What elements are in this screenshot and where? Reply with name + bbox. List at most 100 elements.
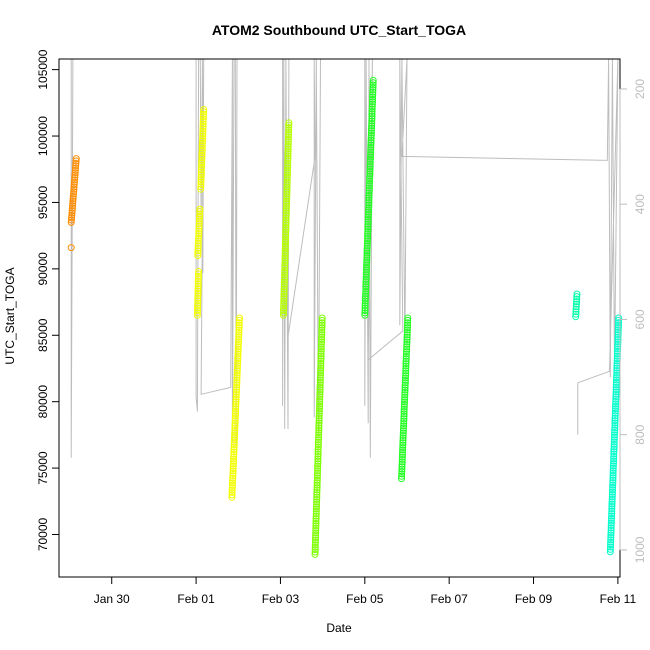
data-point <box>280 285 288 293</box>
data-point <box>315 436 322 444</box>
data-point <box>404 319 412 327</box>
data-point <box>398 465 406 473</box>
data-point <box>313 493 321 501</box>
data-point <box>573 295 581 303</box>
data-point <box>283 183 291 191</box>
data-point <box>398 468 406 475</box>
data-point <box>317 362 325 370</box>
data-point <box>401 386 409 394</box>
data-point <box>198 139 206 147</box>
data-point <box>402 360 410 368</box>
data-point <box>315 419 323 427</box>
data-point <box>195 225 203 233</box>
data-point <box>369 83 377 91</box>
data-point <box>282 235 290 243</box>
data-point <box>313 496 321 503</box>
data-point <box>194 244 202 252</box>
data-point <box>318 321 326 329</box>
data-point <box>614 331 622 339</box>
data-point <box>228 493 236 501</box>
data-point <box>197 180 205 188</box>
data-point <box>398 453 406 461</box>
data-point <box>403 331 411 339</box>
data-point <box>230 453 238 461</box>
data-point <box>317 364 325 372</box>
data-point <box>369 91 377 99</box>
data-point <box>231 424 239 432</box>
data-point <box>198 142 206 150</box>
data-point <box>614 345 622 353</box>
data-point <box>233 369 241 377</box>
x-tick-label: Jan 30 <box>94 592 130 606</box>
data-point <box>282 238 289 246</box>
data-point <box>232 400 240 408</box>
data-point <box>314 450 322 458</box>
data-point <box>398 458 406 466</box>
data-point <box>402 374 409 382</box>
data-point <box>200 110 207 118</box>
data-point <box>231 414 239 422</box>
data-point <box>614 324 622 331</box>
data-point <box>234 352 242 360</box>
y2-tick-label: 1000 <box>633 536 647 563</box>
data-point <box>283 193 291 200</box>
data-point <box>283 188 291 196</box>
data-point <box>197 166 205 174</box>
data-point <box>367 153 374 161</box>
data-point <box>365 196 373 204</box>
data-point <box>198 149 206 157</box>
data-point <box>609 467 617 475</box>
data-point <box>610 445 618 453</box>
data-point <box>610 436 618 444</box>
data-point <box>233 364 241 372</box>
data-point <box>611 421 619 429</box>
data-point <box>199 118 207 125</box>
data-point <box>285 128 293 136</box>
data-point <box>281 273 288 281</box>
data-point <box>607 519 615 527</box>
data-point <box>403 326 411 334</box>
data-point <box>315 429 323 437</box>
data-point <box>398 472 406 480</box>
data-point <box>316 395 324 403</box>
data-point <box>231 412 239 420</box>
data-point <box>367 131 375 139</box>
data-point <box>363 261 371 269</box>
data-point <box>609 469 617 477</box>
data-point <box>235 333 243 341</box>
data-point <box>313 500 321 508</box>
data-point <box>609 476 617 484</box>
data-point <box>608 491 616 498</box>
data-point <box>228 491 236 499</box>
data-point <box>364 235 372 243</box>
y2-tick-label: 800 <box>633 424 647 444</box>
data-point <box>234 350 242 358</box>
data-point <box>196 208 204 215</box>
data-point <box>364 220 372 228</box>
data-point <box>284 157 292 165</box>
data-point <box>369 79 377 87</box>
data-point <box>573 290 581 298</box>
data-point <box>612 390 620 398</box>
data-point <box>369 95 377 103</box>
data-point <box>615 314 623 322</box>
data-point <box>311 548 319 556</box>
data-point <box>399 436 407 444</box>
data-point <box>197 171 205 179</box>
data-point <box>614 338 622 346</box>
data-point <box>317 357 325 365</box>
data-point <box>614 340 622 348</box>
data-point <box>313 488 321 496</box>
data-point <box>69 195 77 203</box>
data-point <box>615 319 623 327</box>
data-point <box>607 522 615 529</box>
data-point <box>284 169 291 177</box>
data-point <box>366 170 374 178</box>
data-point <box>363 254 371 262</box>
data-point <box>282 233 290 241</box>
data-point <box>362 283 370 291</box>
data-point <box>194 294 202 302</box>
data-point <box>232 398 240 406</box>
data-point <box>572 305 580 313</box>
data-point <box>71 174 79 181</box>
